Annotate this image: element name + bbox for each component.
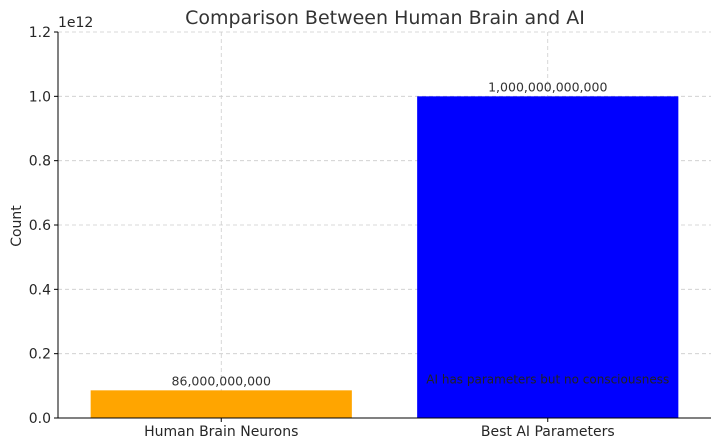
x-tick-label: Best AI Parameters xyxy=(481,424,615,440)
y-tick-label: 1.0 xyxy=(29,89,51,105)
annotation-text: AI has parameters but no consciousness xyxy=(426,372,669,386)
y-tick-label: 0.2 xyxy=(29,347,51,363)
labels: 0.0 0.2 0.4 0.6 0.8 1.0 1.2 Human Brain Neurons… xyxy=(29,25,669,440)
bar-best-ai-parameters xyxy=(417,96,679,418)
axes xyxy=(54,31,711,422)
bar-value-label: 1,000,000,000,000 xyxy=(488,79,607,94)
bar-value-label: 86,000,000,000 xyxy=(172,373,271,388)
chart-title: Comparison Between Human Brain and AI xyxy=(185,7,585,29)
y-tick-label: 0.6 xyxy=(29,218,51,234)
y-axis-offset-label: 1e12 xyxy=(58,15,93,31)
x-tick-label: Human Brain Neurons xyxy=(144,424,298,440)
y-axis-label: Count xyxy=(9,205,25,247)
y-tick-label: 0.0 xyxy=(29,411,51,427)
bar-human-brain-neurons xyxy=(90,390,352,418)
y-tick-label: 1.2 xyxy=(29,25,51,41)
y-tick-label: 0.4 xyxy=(29,282,51,298)
bars xyxy=(90,96,679,418)
y-tick-label: 0.8 xyxy=(29,154,51,170)
